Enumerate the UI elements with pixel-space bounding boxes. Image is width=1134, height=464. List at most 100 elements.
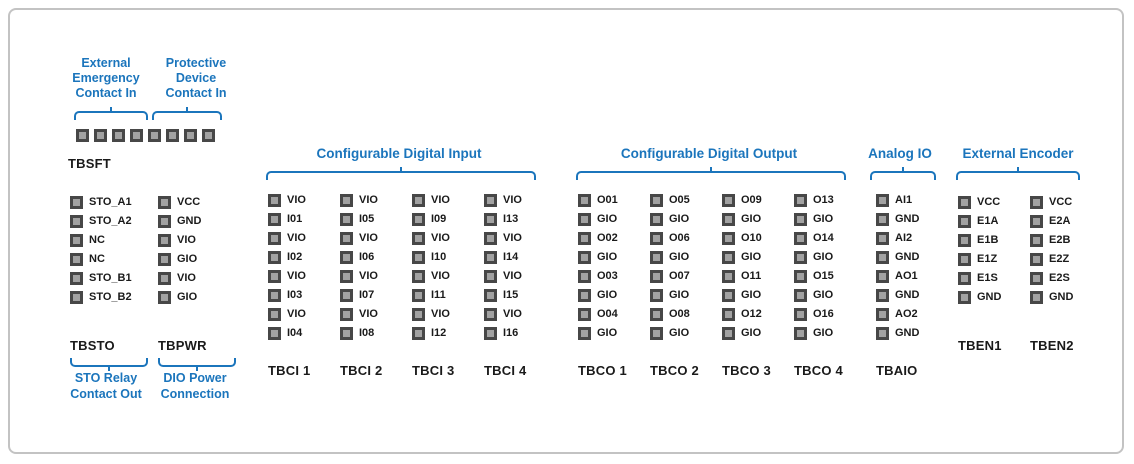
- terminal-pin-icon: [794, 289, 807, 302]
- pin-label: O10: [741, 232, 762, 244]
- terminal-pin-icon: [184, 129, 197, 142]
- block-name: TBCI 1: [268, 363, 311, 378]
- terminal-pin-icon: [412, 232, 425, 245]
- block-tbci4: VIO I13 VIO I14 VIO I15 VIO I16 TBCI 4: [484, 194, 526, 378]
- pin-row: GIO: [794, 251, 843, 264]
- pin-row: GIO: [578, 251, 627, 264]
- pin-row: VIO: [412, 194, 454, 207]
- pin-row: I08: [340, 327, 382, 340]
- terminal-pin-icon: [70, 234, 83, 247]
- block-tbco2: O05 GIO O06 GIO O07 GIO O08 GIO TBCO 2: [650, 194, 699, 378]
- block-tbco3: O09 GIO O10 GIO O11 GIO O12 GIO TBCO 3: [722, 194, 771, 378]
- terminal-pin-icon: [484, 194, 497, 207]
- pin-row: I04: [268, 327, 310, 340]
- pin-label: GND: [895, 213, 920, 225]
- block-name: TBEN1: [958, 338, 1002, 353]
- pin-label: VIO: [287, 194, 306, 206]
- terminal-pin-icon: [876, 232, 889, 245]
- pin-row: GIO: [650, 251, 699, 264]
- terminal-pin-icon: [484, 213, 497, 226]
- pin-label: NC: [89, 234, 105, 246]
- terminal-pin-icon: [650, 232, 663, 245]
- pin-label: I04: [287, 327, 303, 339]
- brace-dio-power: [158, 358, 236, 367]
- block-name: TBCO 3: [722, 363, 771, 378]
- pin-row: NC: [70, 234, 132, 247]
- terminal-pin-icon: [578, 308, 591, 321]
- terminal-pin-icon: [578, 327, 591, 340]
- terminal-pin-icon: [412, 251, 425, 264]
- terminal-pin-icon: [1030, 196, 1043, 209]
- pin-row: VIO: [412, 308, 454, 321]
- terminal-pin-icon: [722, 289, 735, 302]
- terminal-pin-icon: [412, 213, 425, 226]
- pin-row: VIO: [340, 308, 382, 321]
- terminal-pin-icon: [340, 213, 353, 226]
- pin-label: I02: [287, 251, 303, 263]
- terminal-pin-icon: [650, 327, 663, 340]
- terminal-pin-icon: [578, 270, 591, 283]
- pin-row: O07: [650, 270, 699, 283]
- pin-row: GIO: [722, 251, 771, 264]
- pin-row: GIO: [722, 289, 771, 302]
- terminal-pin-icon: [650, 308, 663, 321]
- terminal-pin-icon: [876, 308, 889, 321]
- block-tbsto: STO_A1 STO_A2 NC NC STO_B1 STO_B2 TBSTO: [70, 196, 132, 353]
- pin-row: O04: [578, 308, 627, 321]
- pin-label: AI2: [895, 232, 913, 244]
- pin-label: STO_A1: [89, 196, 132, 208]
- pin-label: GND: [895, 289, 920, 301]
- terminal-pin-icon: [70, 253, 83, 266]
- pin-row: E1A: [958, 215, 1002, 228]
- pin-row: GIO: [158, 291, 207, 304]
- terminal-pin-icon: [722, 251, 735, 264]
- terminal-pin-icon: [268, 251, 281, 264]
- terminal-pin-icon: [484, 232, 497, 245]
- pin-row: I14: [484, 251, 526, 264]
- pin-label: VIO: [287, 232, 306, 244]
- pin-row: GIO: [650, 327, 699, 340]
- terminal-pin-icon: [412, 289, 425, 302]
- pin-row: GIO: [578, 213, 627, 226]
- heading-digital-input: Configurable Digital Input: [316, 146, 482, 161]
- terminal-pin-icon: [1030, 215, 1043, 228]
- pin-row: I16: [484, 327, 526, 340]
- pin-label: O02: [597, 232, 618, 244]
- pin-label: O12: [741, 308, 762, 320]
- pin-row: VIO: [158, 234, 207, 247]
- pin-row: GIO: [794, 289, 843, 302]
- diagram-panel: External Emergency Contact In Protective…: [8, 8, 1124, 454]
- pin-row: GIO: [578, 327, 627, 340]
- pin-row: I09: [412, 213, 454, 226]
- pin-row: O13: [794, 194, 843, 207]
- pin-row: O14: [794, 232, 843, 245]
- block-name: TBCI 4: [484, 363, 527, 378]
- pin-row: E2A: [1030, 215, 1074, 228]
- pin-label: STO_B2: [89, 291, 132, 303]
- pin-row: I13: [484, 213, 526, 226]
- pin-label: I10: [431, 251, 447, 263]
- pin-label: GIO: [669, 289, 690, 301]
- pin-label: VIO: [503, 232, 522, 244]
- terminal-pin-icon: [412, 327, 425, 340]
- terminal-pin-icon: [158, 253, 171, 266]
- terminal-pin-icon: [958, 253, 971, 266]
- pin-row: GND: [876, 251, 919, 264]
- terminal-pin-icon: [650, 251, 663, 264]
- terminal-pin-icon: [130, 129, 143, 142]
- terminal-pin-icon: [340, 251, 353, 264]
- pin-row: STO_A2: [70, 215, 132, 228]
- pin-row: AI1: [876, 194, 919, 207]
- pin-label: VIO: [431, 194, 450, 206]
- pin-row: VIO: [484, 270, 526, 283]
- terminal-pin-icon: [794, 194, 807, 207]
- terminal-pin-icon: [722, 308, 735, 321]
- pin-label: I11: [431, 289, 446, 301]
- terminal-pin-icon: [340, 232, 353, 245]
- pin-row: VIO: [340, 194, 382, 207]
- brace-protective-device: [152, 111, 222, 120]
- pin-row: AO1: [876, 270, 919, 283]
- terminal-pin-icon: [70, 215, 83, 228]
- terminal-pin-icon: [578, 251, 591, 264]
- pin-row: VIO: [268, 308, 310, 321]
